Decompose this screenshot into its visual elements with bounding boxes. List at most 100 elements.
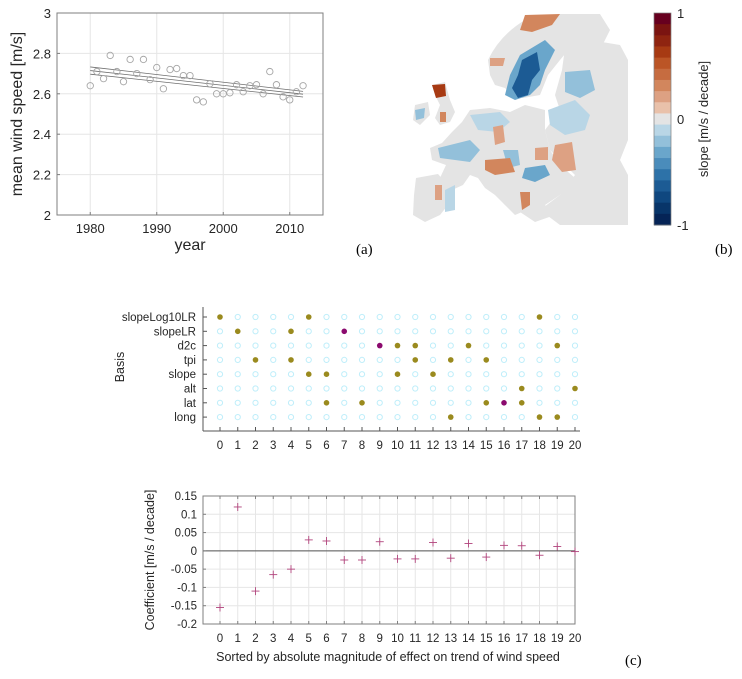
ctop-empty-dot [447, 328, 454, 335]
map-ireland-blue [415, 108, 425, 120]
ctop-empty-dot [571, 399, 579, 406]
colorbar-band [654, 102, 671, 114]
ctop-empty-dot [376, 356, 383, 363]
ctop-selected-dot [447, 357, 454, 363]
ctop-empty-dot [394, 399, 401, 406]
ctop-empty-dot [536, 328, 543, 335]
ctop-empty-dot [341, 342, 348, 349]
colorbar-label: slope [m/s / decade] [696, 61, 711, 177]
ctop-empty-dot [252, 313, 259, 321]
ctop-empty-dot [394, 313, 401, 321]
ctop-empty-dot [252, 385, 259, 392]
a-xtick-label: 1980 [76, 221, 105, 236]
ctop-empty-dot [376, 328, 383, 335]
ctop-empty-dot [429, 399, 437, 406]
cbot-data-point [411, 554, 420, 563]
ctop-selected-dot [483, 357, 490, 363]
ctop-empty-dot [234, 371, 241, 378]
ctop-dots [216, 313, 579, 421]
panel-label-c: (c) [625, 653, 642, 669]
a-data-point [106, 51, 114, 60]
cbot-xtick-label: 1 [235, 633, 241, 645]
a-xtick-label: 2000 [209, 221, 238, 236]
ctop-empty-dot [429, 356, 437, 363]
ctop-empty-dot [483, 371, 490, 378]
a-data-point [86, 82, 94, 90]
cbot-ytick-label: -0.1 [177, 582, 197, 594]
ctop-empty-dot [500, 328, 508, 335]
colorbar-tick-label: 0 [677, 112, 684, 127]
colorbar-band [654, 79, 671, 92]
colorbar-band [654, 191, 671, 204]
ctop-empty-dot [554, 399, 561, 406]
ctop-empty-dot [305, 385, 312, 392]
ctop-xtick-label: 13 [444, 440, 457, 452]
map-norway-red [520, 14, 560, 32]
map-norway-red2 [490, 58, 505, 66]
panel-label-b: (b) [715, 242, 733, 258]
ctop-empty-dot [518, 371, 525, 378]
colorbar-band [654, 135, 671, 148]
ctop-empty-dot [341, 399, 348, 406]
ctop-selected-dot [305, 371, 312, 378]
cbot-xtick-label: 12 [427, 633, 440, 645]
ctop-selected-dot [288, 357, 294, 363]
a-data-point [192, 96, 201, 104]
ctop-empty-dot [376, 414, 383, 421]
ctop-empty-dot [323, 328, 330, 335]
ctop-empty-dot [323, 342, 330, 349]
ctop-empty-dot [394, 414, 401, 421]
a-data-point [99, 75, 108, 83]
colorbar-band [654, 91, 671, 103]
ctop-empty-dot [447, 371, 454, 378]
ctop-empty-dot [465, 385, 472, 392]
ctop-empty-dot [500, 356, 508, 363]
ctop-empty-dot [358, 328, 366, 335]
ctop-empty-dot [536, 399, 543, 406]
a-data-point [159, 85, 168, 93]
map-sweden-darkblue [512, 52, 540, 98]
cbot-data-point [233, 502, 242, 511]
ctop-empty-dot [305, 328, 312, 335]
map-finland-russia [540, 40, 628, 225]
ctop-empty-dot [376, 399, 383, 406]
ctop-empty-dot [518, 342, 525, 349]
colorbar-band [654, 13, 671, 25]
map-wales-red [440, 112, 446, 122]
a-data-point [139, 55, 148, 64]
ctop-empty-dot [252, 328, 259, 335]
ctop-empty-dot [216, 371, 224, 378]
ctop-selected-dot [234, 328, 241, 335]
colorbar-band [654, 146, 671, 159]
cbot-xtick-label: 17 [515, 633, 528, 645]
ctop-xtick-label: 14 [462, 440, 475, 452]
cbot-xtick-label: 18 [533, 633, 546, 645]
a-data-point [279, 93, 287, 101]
ctop-empty-dot [234, 385, 241, 392]
ctop-xtick-label: 17 [515, 440, 528, 452]
ctop-empty-dot [412, 328, 419, 335]
map-scotland-red [432, 84, 446, 98]
cbot-xtick-label: 14 [462, 633, 475, 645]
ctop-empty-dot [412, 399, 419, 406]
cbot-data-point [571, 547, 579, 556]
cbot-data-point [375, 537, 384, 546]
colorbar-band [654, 180, 671, 193]
a-trend-lines [90, 66, 304, 98]
ctop-empty-dot [376, 371, 383, 378]
cbot-ytick-label: -0.15 [171, 601, 197, 613]
ctop-empty-dot [483, 313, 490, 321]
ctop-empty-dot [536, 385, 543, 392]
ctop-xtick-label: 12 [427, 440, 440, 452]
ctop-empty-dot [358, 414, 366, 421]
a-data-point [186, 71, 194, 80]
a-data-point [119, 78, 128, 86]
cbot-ytick-label: -0.05 [171, 564, 197, 576]
cbot-xtick-label: 8 [359, 633, 365, 645]
ctop-empty-dot [429, 414, 437, 421]
ctop-ytick-label: lat [184, 398, 197, 410]
ctop-empty-dot [341, 385, 348, 392]
cbot-data-point [340, 556, 349, 564]
ctop-ytick-label: slope [169, 369, 197, 381]
ctop-empty-dot [483, 342, 490, 349]
